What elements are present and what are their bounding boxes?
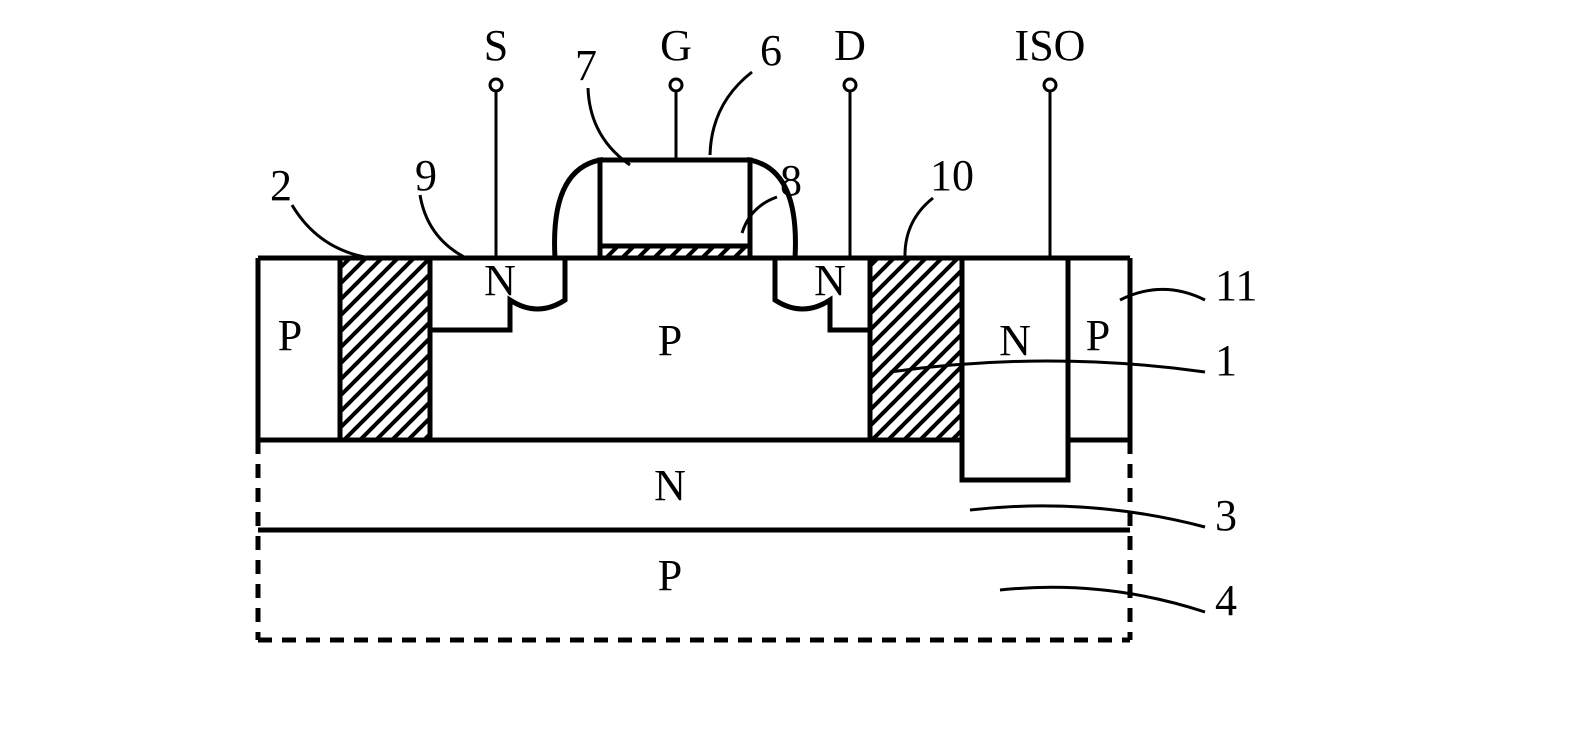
ref-label-7: 7 (575, 41, 597, 90)
ref-label-10: 10 (930, 151, 974, 200)
terminal-label-g: G (660, 21, 692, 70)
terminal-label-iso: ISO (1015, 21, 1086, 70)
terminal-label-d: D (834, 21, 866, 70)
n-iso-well (962, 258, 1068, 480)
ref-label-11: 11 (1215, 261, 1257, 310)
region-label-N_buried: N (654, 461, 686, 510)
region-label-P_right: P (1086, 311, 1110, 360)
ref-label-2: 2 (270, 161, 292, 210)
region-label-P_left: P (278, 311, 302, 360)
terminal-g (670, 79, 682, 91)
gate-poly (600, 160, 750, 246)
ref-label-8: 8 (780, 156, 802, 205)
mosfet-cross-section: SGDISOPNPNNPNP297681011134 (0, 0, 1572, 737)
ref-label-4: 4 (1215, 576, 1237, 625)
region-label-P_body: P (658, 316, 682, 365)
terminal-d (844, 79, 856, 91)
ref-label-3: 3 (1215, 491, 1237, 540)
region-label-N_iso: N (999, 316, 1031, 365)
region-label-N_src: N (484, 256, 516, 305)
ref-label-6: 6 (760, 26, 782, 75)
sti-left (340, 258, 430, 440)
region-label-N_drn: N (814, 256, 846, 305)
terminal-iso (1044, 79, 1056, 91)
terminal-s (490, 79, 502, 91)
ref-label-9: 9 (415, 151, 437, 200)
spacer-left (555, 160, 600, 258)
ref-label-1: 1 (1215, 336, 1237, 385)
region-label-P_sub: P (658, 551, 682, 600)
sti-right (870, 258, 962, 440)
terminal-label-s: S (484, 21, 508, 70)
